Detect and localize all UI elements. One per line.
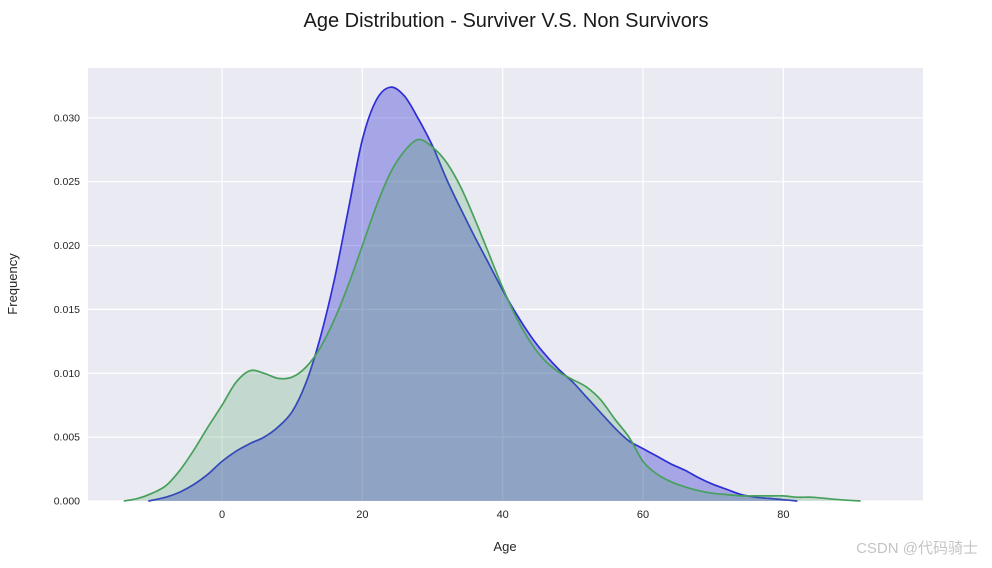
y-tick-label: 0.025 bbox=[54, 176, 80, 188]
y-tick-label: 0.005 bbox=[54, 432, 80, 444]
y-tick-label: 0.030 bbox=[54, 112, 80, 124]
x-tick-label: 80 bbox=[777, 509, 789, 521]
chart-title: Age Distribution - Surviver V.S. Non Sur… bbox=[304, 10, 709, 32]
x-tick-label: 0 bbox=[219, 509, 225, 521]
x-axis-label: Age bbox=[493, 539, 516, 554]
green-kde-line bbox=[123, 138, 861, 502]
x-tick-label: 40 bbox=[497, 509, 509, 521]
watermark: CSDN @代码骑士 bbox=[856, 540, 978, 557]
y-tick-label: 0.015 bbox=[54, 304, 80, 316]
blue-kde-line bbox=[148, 86, 798, 502]
y-tick-label: 0.000 bbox=[54, 496, 80, 508]
x-tick-label: 60 bbox=[637, 509, 649, 521]
green-kde-fill bbox=[123, 139, 861, 502]
x-tick-label: 20 bbox=[356, 509, 368, 521]
tick-labels: 0 20 40 60 80 0.000 0.005 0.010 0.015 0.020 0.025 0… bbox=[54, 112, 790, 521]
gridlines bbox=[88, 68, 923, 502]
y-tick-label: 0.010 bbox=[54, 368, 80, 380]
kde-series bbox=[123, 86, 861, 502]
y-tick-label: 0.020 bbox=[54, 240, 80, 252]
y-axis-label: Frequency bbox=[5, 253, 20, 315]
blue-kde-fill bbox=[148, 87, 798, 501]
